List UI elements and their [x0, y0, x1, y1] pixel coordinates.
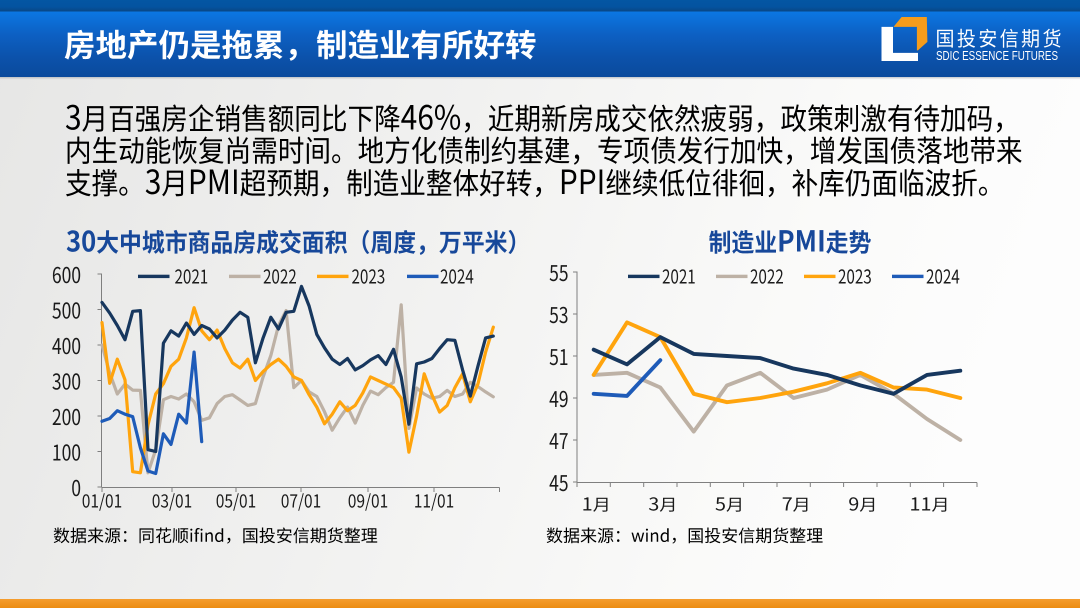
svg-text:SDIC ESSENCE FUTURES: SDIC ESSENCE FUTURES — [936, 49, 1058, 63]
